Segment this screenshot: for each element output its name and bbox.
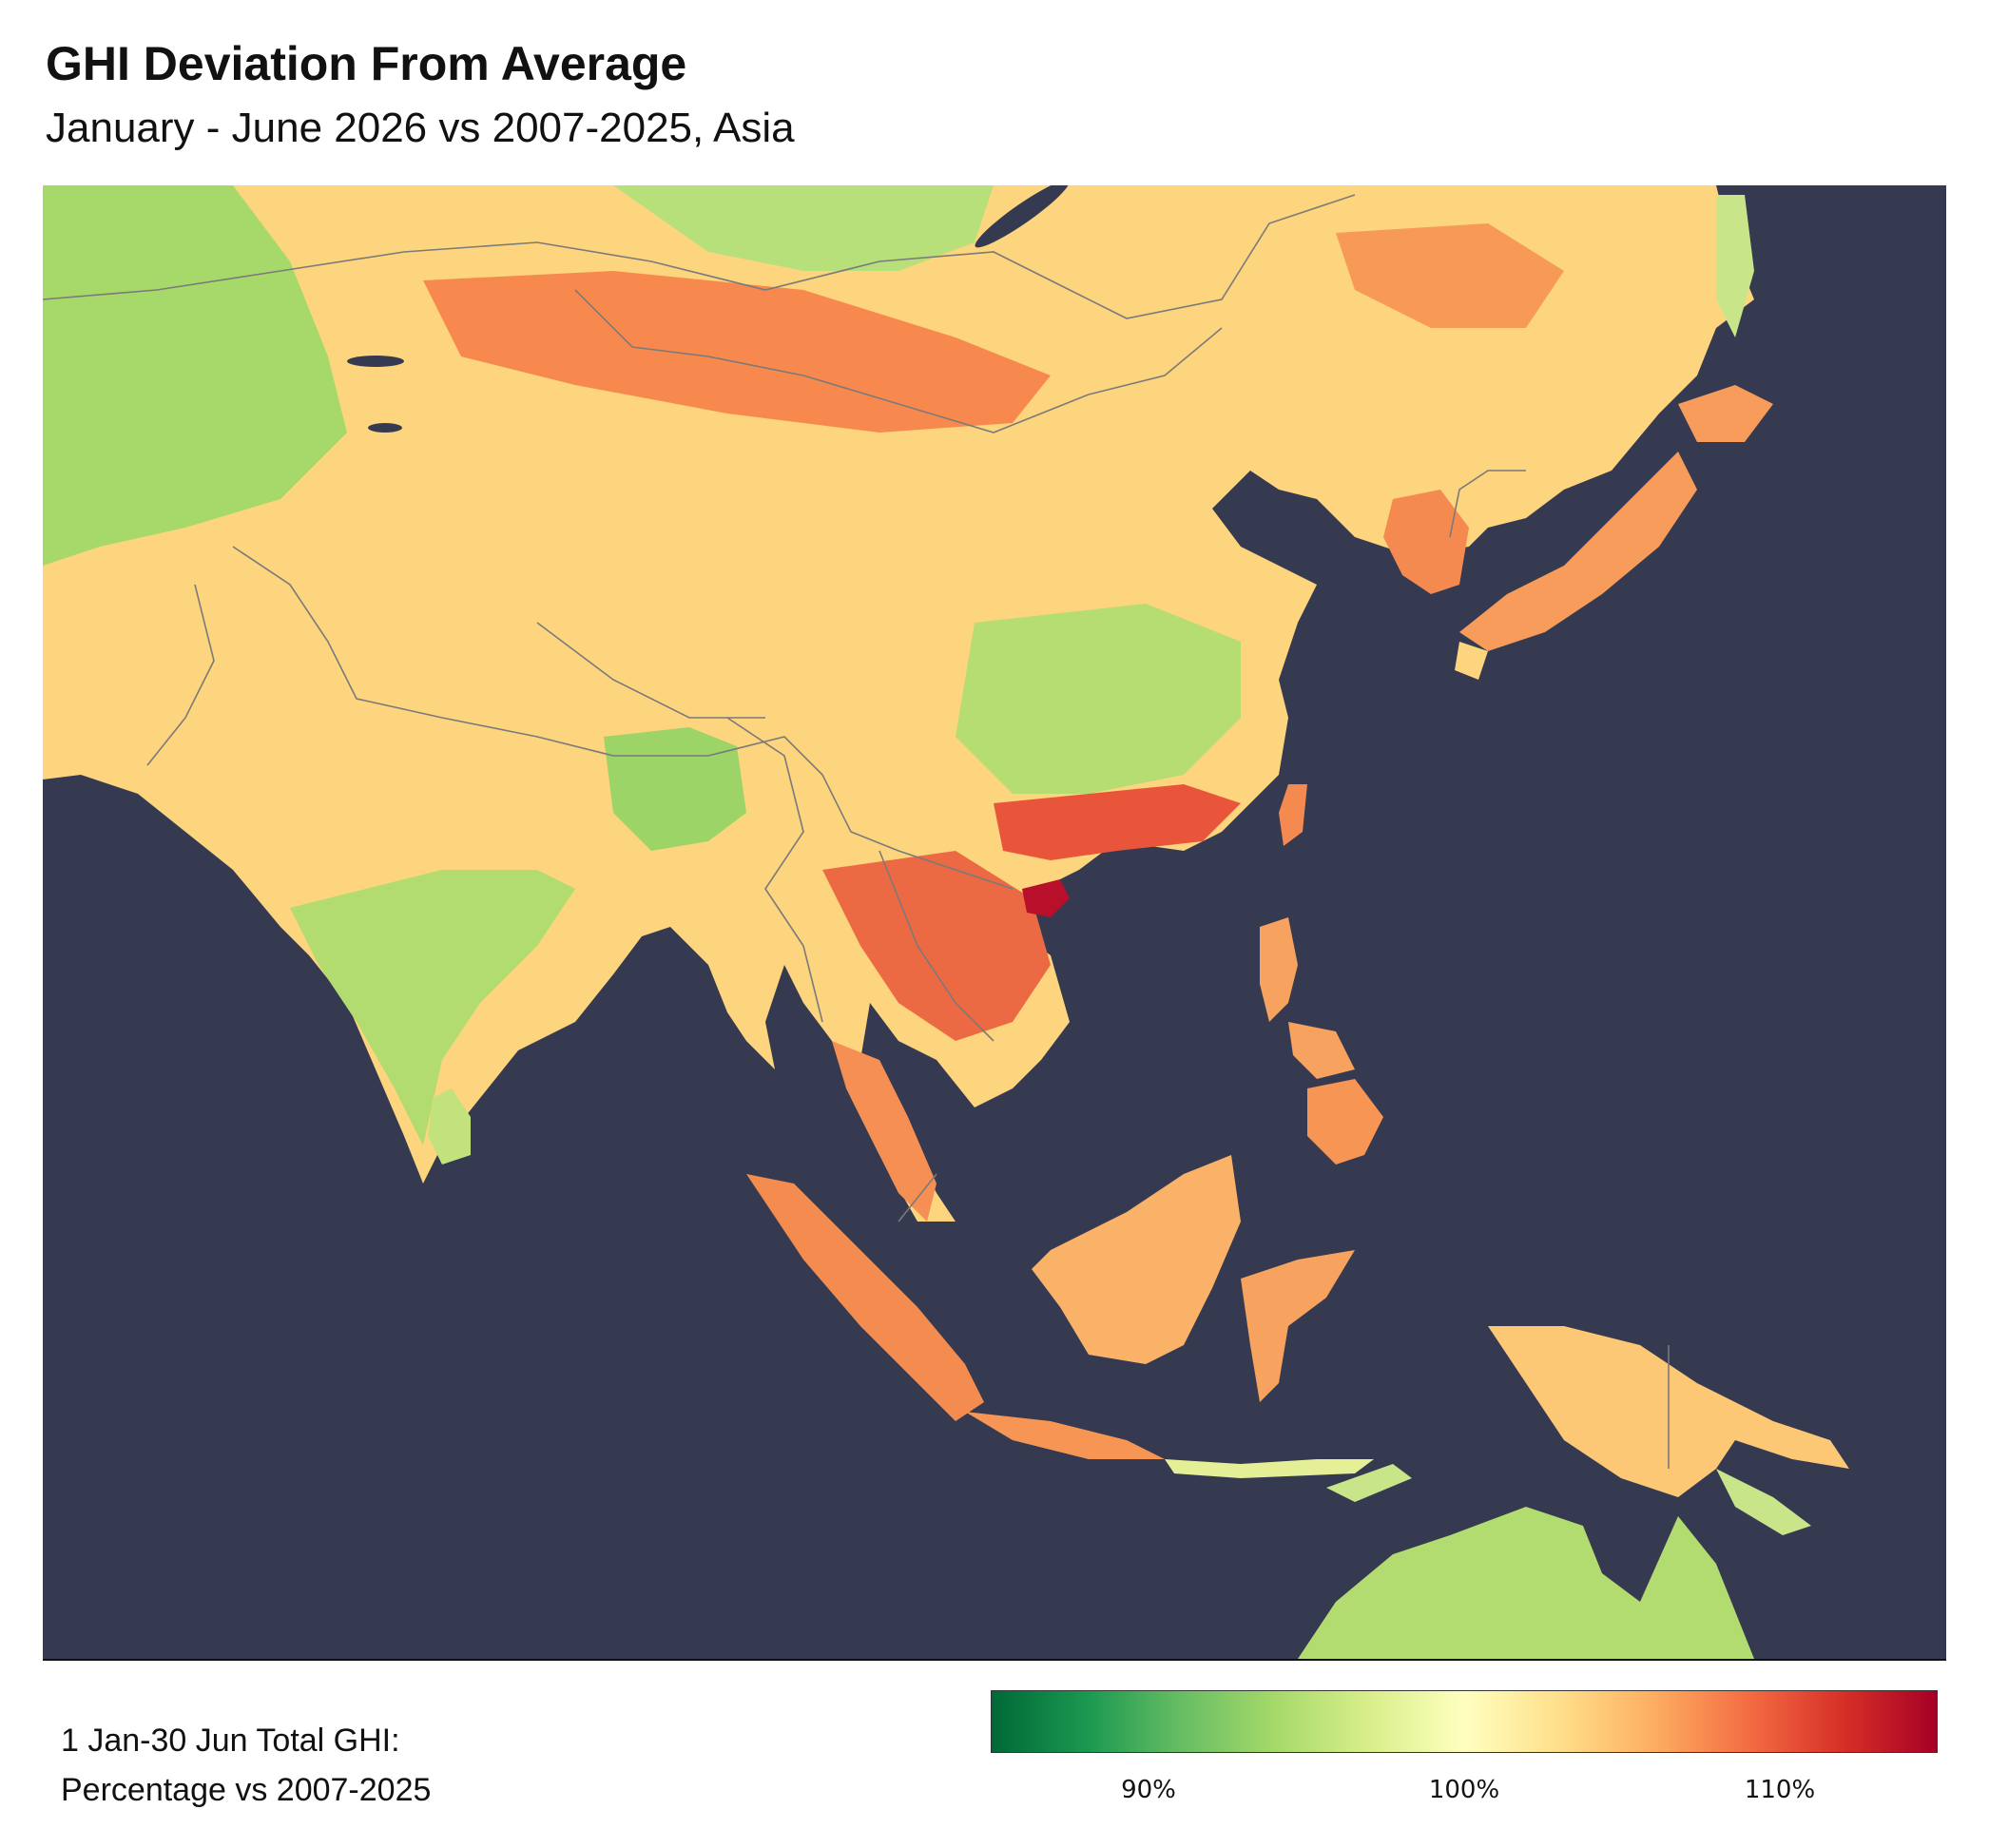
lake-balkhash: [347, 356, 404, 367]
legend-label: 1 Jan-30 Jun Total GHI: Percentage vs 20…: [61, 1716, 431, 1815]
japan-honshu: [1459, 452, 1697, 651]
japan-hokkaido: [1678, 385, 1773, 442]
country-borders: [43, 194, 1670, 1469]
new-guinea-southeast: [1716, 1469, 1811, 1535]
bangladesh-green-zone: [604, 727, 746, 851]
lesser-sunda-islands: [1165, 1459, 1374, 1478]
sakhalin: [1716, 195, 1754, 337]
colorbar: [991, 1690, 1938, 1753]
map-title: GHI Deviation From Average: [46, 37, 687, 90]
colorbar-tick-90: 90%: [1121, 1776, 1176, 1804]
mongolia-hot-zone: [423, 271, 1051, 433]
south-china-hot-zone: [994, 784, 1241, 860]
legend-label-line2: Percentage vs 2007-2025: [61, 1772, 432, 1808]
asia-ghi-map: [43, 185, 1849, 1659]
colorbar-tick-110: 110%: [1744, 1776, 1816, 1804]
borneo: [1032, 1155, 1241, 1364]
sri-lanka: [428, 1088, 471, 1165]
china-green-zone: [956, 604, 1241, 794]
northern-australia: [1298, 1507, 1754, 1659]
hainan: [1022, 879, 1070, 917]
northeast-china-hot-zone: [1336, 223, 1564, 328]
map-panel: [43, 185, 1946, 1661]
indochina-hot-zone: [822, 851, 1051, 1041]
sulawesi: [1241, 1250, 1355, 1402]
lake-baikal: [975, 185, 1070, 248]
japan-kyushu: [1455, 642, 1488, 680]
philippines-mindanao: [1307, 1079, 1383, 1165]
philippines-visayas: [1288, 1022, 1355, 1079]
central-asia-green-zone: [43, 185, 347, 566]
taiwan: [1279, 784, 1307, 846]
korea: [1383, 490, 1469, 594]
issyk-kul-lake: [368, 423, 402, 433]
philippines-luzon: [1260, 917, 1298, 1022]
colorbar-tick-100: 100%: [1428, 1776, 1500, 1804]
mainland-sea-asia-hot-zone: [832, 1041, 937, 1222]
java: [965, 1412, 1165, 1459]
map-subtitle: January - June 2026 vs 2007-2025, Asia: [46, 105, 795, 151]
india-south-green-zone: [290, 870, 575, 1145]
russia-north-green-zone: [613, 185, 994, 271]
legend-label-line1: 1 Jan-30 Jun Total GHI:: [61, 1723, 400, 1759]
timor: [1326, 1464, 1412, 1502]
sumatra: [746, 1174, 984, 1421]
